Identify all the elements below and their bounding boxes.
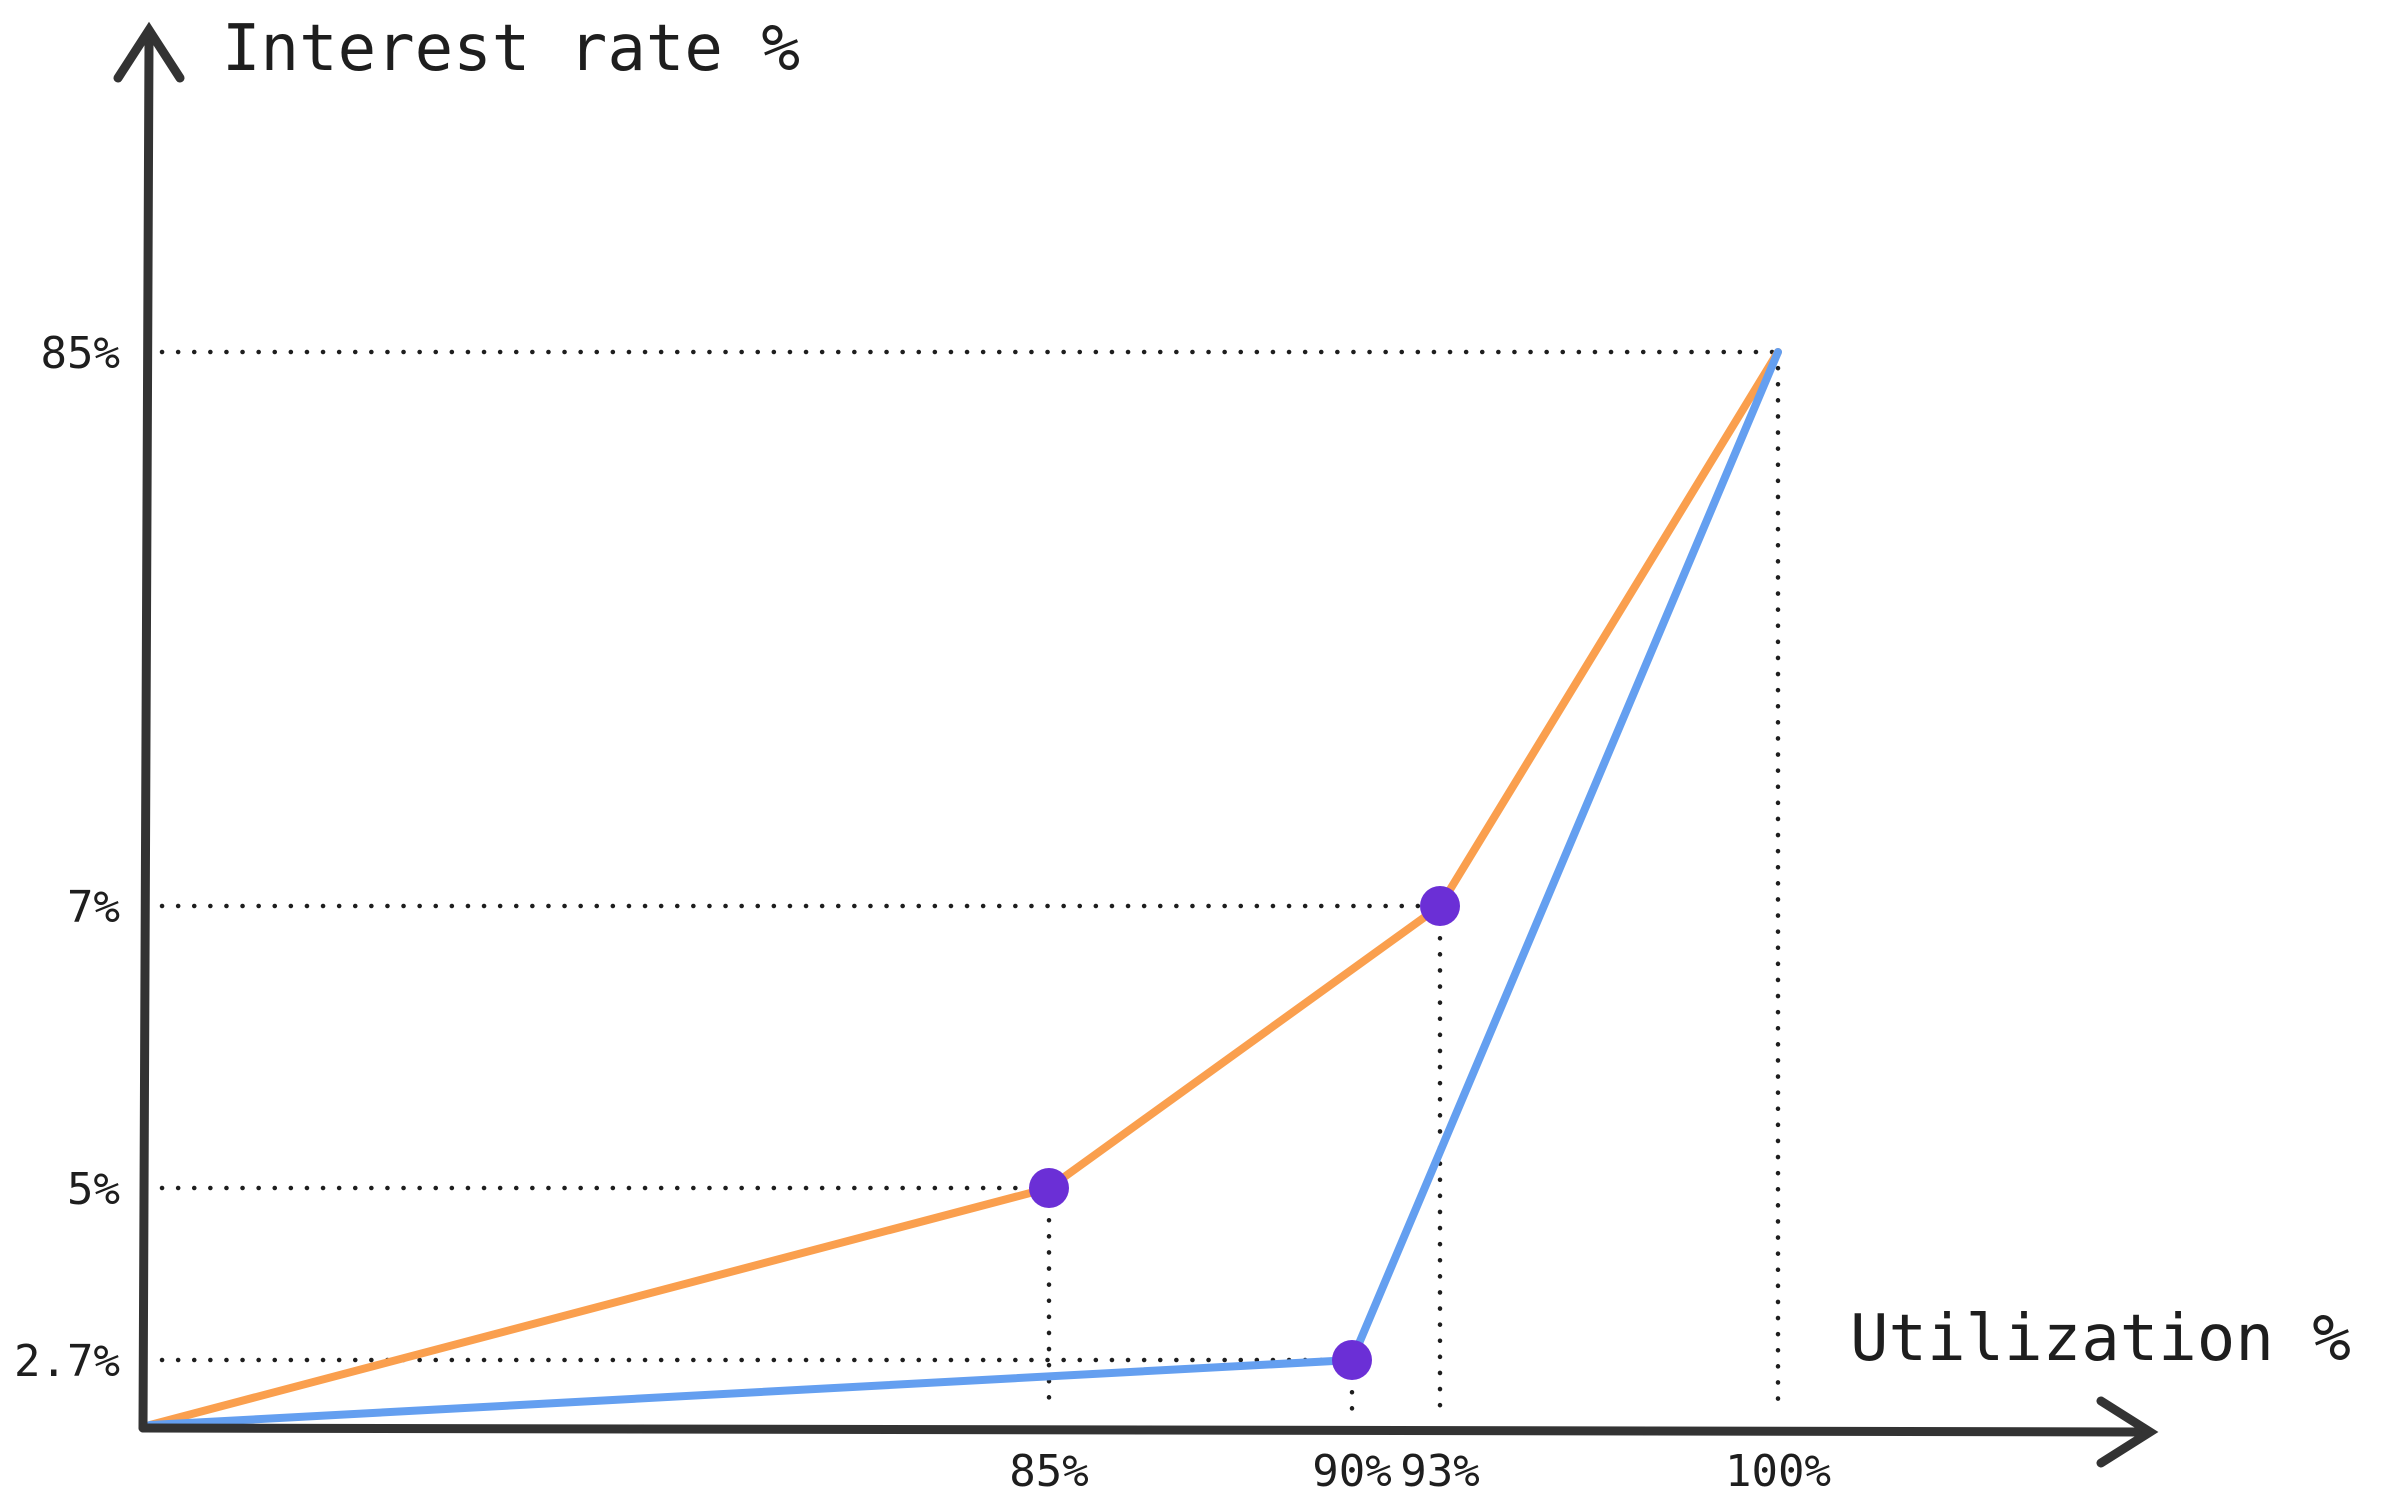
series-lines	[146, 348, 1782, 1429]
y-tick-label: 85%	[41, 328, 120, 379]
kink-markers	[1029, 886, 1460, 1380]
series-line-2	[146, 348, 1782, 1429]
x-axis-line	[138, 1423, 2147, 1437]
y-axis-title: Interest rate %	[222, 12, 800, 86]
y-tick-label: 7%	[67, 882, 120, 933]
tick-labels: 85% 90% 93% 100% 2.7% 5% 7% 85%	[14, 328, 1831, 1497]
x-axis-title: Utilization %	[1850, 1302, 2351, 1376]
y-tick-label: 5%	[67, 1164, 120, 1215]
kink-point	[1029, 1168, 1069, 1208]
guide-lines	[159, 349, 1781, 1415]
x-tick-label: 90%	[1312, 1446, 1391, 1497]
kink-point	[1420, 886, 1460, 926]
y-axis-arrow-icon	[113, 21, 185, 83]
axes	[113, 21, 2159, 1468]
x-tick-label: 85%	[1009, 1446, 1088, 1497]
x-tick-label: 93%	[1400, 1446, 1479, 1497]
series-line-1	[146, 348, 1782, 1429]
kink-point	[1332, 1340, 1372, 1380]
x-tick-label: 100%	[1725, 1446, 1831, 1497]
y-tick-label: 2.7%	[14, 1336, 120, 1387]
y-axis-line	[138, 37, 154, 1433]
x-axis-arrow-icon	[2096, 1396, 2159, 1468]
